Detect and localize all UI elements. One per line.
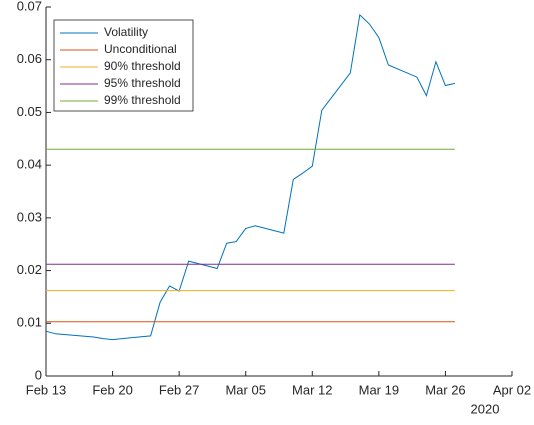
legend-label: 90% threshold xyxy=(104,59,181,73)
y-tick-label: 0.02 xyxy=(17,262,42,277)
x-tick-label: Feb 13 xyxy=(26,382,66,397)
y-tick-label: 0.06 xyxy=(17,51,42,66)
x-year-label: 2020 xyxy=(471,401,500,416)
legend-label: Unconditional xyxy=(104,42,177,56)
x-tick-label: Apr 02 xyxy=(493,382,531,397)
legend-label: 99% threshold xyxy=(104,93,181,107)
x-tick-label: Mar 05 xyxy=(225,382,265,397)
y-tick-label: 0.04 xyxy=(17,157,42,172)
x-tick-label: Mar 26 xyxy=(425,382,465,397)
series-line xyxy=(45,13,456,341)
y-tick-label: 0.05 xyxy=(17,104,42,119)
legend-box xyxy=(53,19,194,112)
y-tick-label: 0.07 xyxy=(17,0,42,13)
x-tick-label: Mar 19 xyxy=(359,382,399,397)
x-tick-label: Mar 12 xyxy=(292,382,332,397)
legend-label: Volatility xyxy=(104,25,148,39)
legend-label: 95% threshold xyxy=(104,76,181,90)
x-tick-label: Feb 20 xyxy=(92,382,132,397)
y-tick-label: 0.03 xyxy=(17,209,42,224)
y-tick-label: 0 xyxy=(35,367,42,382)
legend: Volatility Unconditional 90% threshold 95% … xyxy=(53,19,194,112)
y-tick-label: 0.01 xyxy=(17,315,42,330)
x-tick-label: Feb 27 xyxy=(159,382,199,397)
